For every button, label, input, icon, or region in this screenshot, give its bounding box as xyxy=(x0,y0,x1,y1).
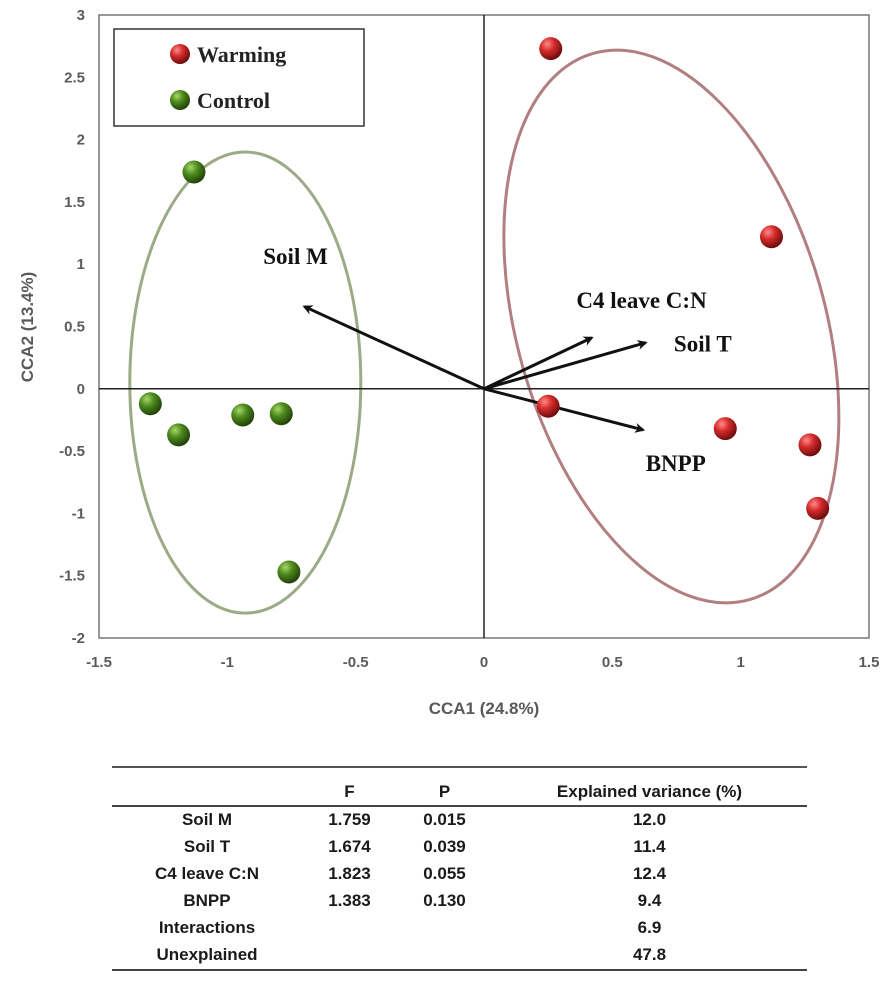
row-name: BNPP xyxy=(183,891,231,910)
row-p: 0.039 xyxy=(423,837,466,856)
row-f: 1.759 xyxy=(328,810,371,829)
row-f xyxy=(302,942,397,971)
legend-box xyxy=(113,28,365,127)
legend-control-marker xyxy=(170,90,190,110)
y-axis-title: CCA2 (13.4%) xyxy=(18,272,37,383)
row-f: 1.823 xyxy=(328,864,371,883)
vector-label-c4-leave-c-n: C4 leave C:N xyxy=(576,288,707,313)
y-tick-label: 1.5 xyxy=(64,194,85,211)
row-variance: 11.4 xyxy=(633,837,666,856)
x-tick-label: -1 xyxy=(221,654,234,671)
table-row: Unexplained 47.8 xyxy=(112,942,807,971)
cca-plot: -1.5 -1 -0.5 0 0.5 1 1.5 3 2.5 2 1.5 1 0.5 0 -0.5 -1 -1.… xyxy=(18,7,880,718)
header-cell-f: F xyxy=(302,778,397,807)
point-warming xyxy=(806,496,830,520)
header-cell-name xyxy=(112,778,302,807)
x-axis-title: CCA1 (24.8%) xyxy=(429,699,540,718)
row-variance: 6.9 xyxy=(637,918,662,937)
point-warming xyxy=(798,433,822,457)
table-row: Interactions 6.9 xyxy=(112,915,807,942)
vector-label-soil-t: Soil T xyxy=(674,331,732,356)
point-control xyxy=(231,403,255,427)
point-control xyxy=(269,402,293,426)
table-header-row: F P Explained variance (%) xyxy=(112,778,807,807)
point-control xyxy=(138,392,162,416)
row-name: C4 leave C:N xyxy=(155,864,259,883)
row-variance: 12.0 xyxy=(632,810,667,829)
legend: Warming Control xyxy=(113,28,365,127)
point-warming xyxy=(536,394,560,418)
table-row: Soil M 1.759 0.015 12.0 xyxy=(112,806,807,834)
point-control xyxy=(277,560,301,584)
x-tick-label: 1.5 xyxy=(859,654,880,671)
y-tick-label: -2 xyxy=(72,630,85,647)
header-cell-p: P xyxy=(397,778,492,807)
point-control xyxy=(167,423,191,447)
row-p xyxy=(397,915,492,942)
row-name: Soil T xyxy=(183,837,231,856)
y-tick-label: -0.5 xyxy=(59,443,85,460)
row-name: Soil M xyxy=(181,810,233,829)
y-tick-label: 1 xyxy=(77,256,85,273)
row-f: 1.674 xyxy=(328,837,371,856)
y-tick-label: 0 xyxy=(77,381,85,398)
row-p xyxy=(397,942,492,971)
row-p: 0.055 xyxy=(423,864,466,883)
statistics-table: F P Explained variance (%) Soil M 1.759 … xyxy=(112,766,807,971)
vector-arrow-c4-leave-c-n xyxy=(483,336,594,391)
x-tick-label: -1.5 xyxy=(86,654,112,671)
point-warming xyxy=(539,37,563,61)
x-tick-label: 0 xyxy=(480,654,488,671)
y-tick-label: 0.5 xyxy=(64,319,85,336)
row-f: 1.383 xyxy=(328,891,371,910)
vector-arrow-soil-m xyxy=(302,305,485,391)
row-variance: 12.4 xyxy=(632,864,667,883)
vector-label-soil-m: Soil M xyxy=(263,244,328,269)
legend-warming-label: Warming xyxy=(197,42,286,67)
point-warming xyxy=(759,225,783,249)
point-warming xyxy=(713,417,737,441)
x-tick-label: 1 xyxy=(736,654,744,671)
y-tick-label: 2.5 xyxy=(64,69,85,86)
table-row: Soil T 1.674 0.039 11.4 xyxy=(112,834,807,861)
row-variance: 9.4 xyxy=(637,891,662,910)
header-cell-variance: Explained variance (%) xyxy=(492,778,807,807)
vector-arrow-soil-t xyxy=(483,340,648,391)
vector-label-bnpp: BNPP xyxy=(646,451,706,476)
ellipse-control xyxy=(128,150,363,615)
row-variance: 47.8 xyxy=(492,942,807,971)
row-f xyxy=(302,915,397,942)
legend-control-label: Control xyxy=(197,88,270,113)
row-name: Unexplained xyxy=(112,942,302,971)
row-p: 0.015 xyxy=(423,810,466,829)
x-tick-label: -0.5 xyxy=(343,654,369,671)
y-tick-label: -1.5 xyxy=(59,568,85,585)
row-name: Interactions xyxy=(158,918,256,937)
y-tick-label: 2 xyxy=(77,132,85,149)
legend-warming-marker xyxy=(170,44,190,64)
table-row: C4 leave C:N 1.823 0.055 12.4 xyxy=(112,861,807,888)
x-tick-label: 0.5 xyxy=(602,654,623,671)
y-tick-label: -1 xyxy=(72,505,85,522)
row-p: 0.130 xyxy=(423,891,466,910)
y-tick-label: 3 xyxy=(77,7,85,24)
table-top-rule xyxy=(112,766,807,768)
point-control xyxy=(182,160,206,184)
vector-arrow-bnpp xyxy=(483,387,646,433)
table-row: BNPP 1.383 0.130 9.4 xyxy=(112,888,807,915)
